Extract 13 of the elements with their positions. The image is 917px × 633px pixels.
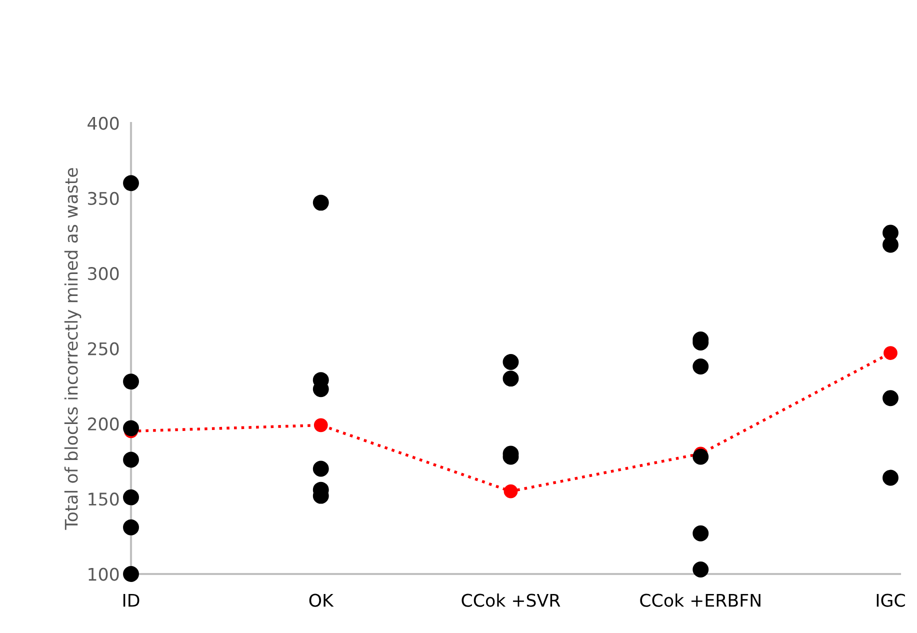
y-axis-title: Total of blocks incorrectly mined as waste: [64, 168, 82, 530]
y-tick-label: 150: [88, 492, 119, 506]
y-tick-label: 400: [88, 116, 119, 130]
y-tick-label: 350: [88, 192, 119, 206]
x-tick-label: ID: [123, 594, 140, 607]
x-tick-label: OK: [309, 594, 334, 607]
y-tick-label: 100: [88, 568, 119, 581]
y-tick-label: 300: [88, 267, 119, 280]
x-tick-label: IGC: [876, 594, 905, 607]
x-tick-label: CCok +SVR: [462, 593, 560, 607]
x-tick-label: CCok +ERBFN: [640, 593, 760, 607]
y-tick-label: 250: [88, 342, 119, 356]
y-tick-label: 200: [88, 417, 119, 431]
